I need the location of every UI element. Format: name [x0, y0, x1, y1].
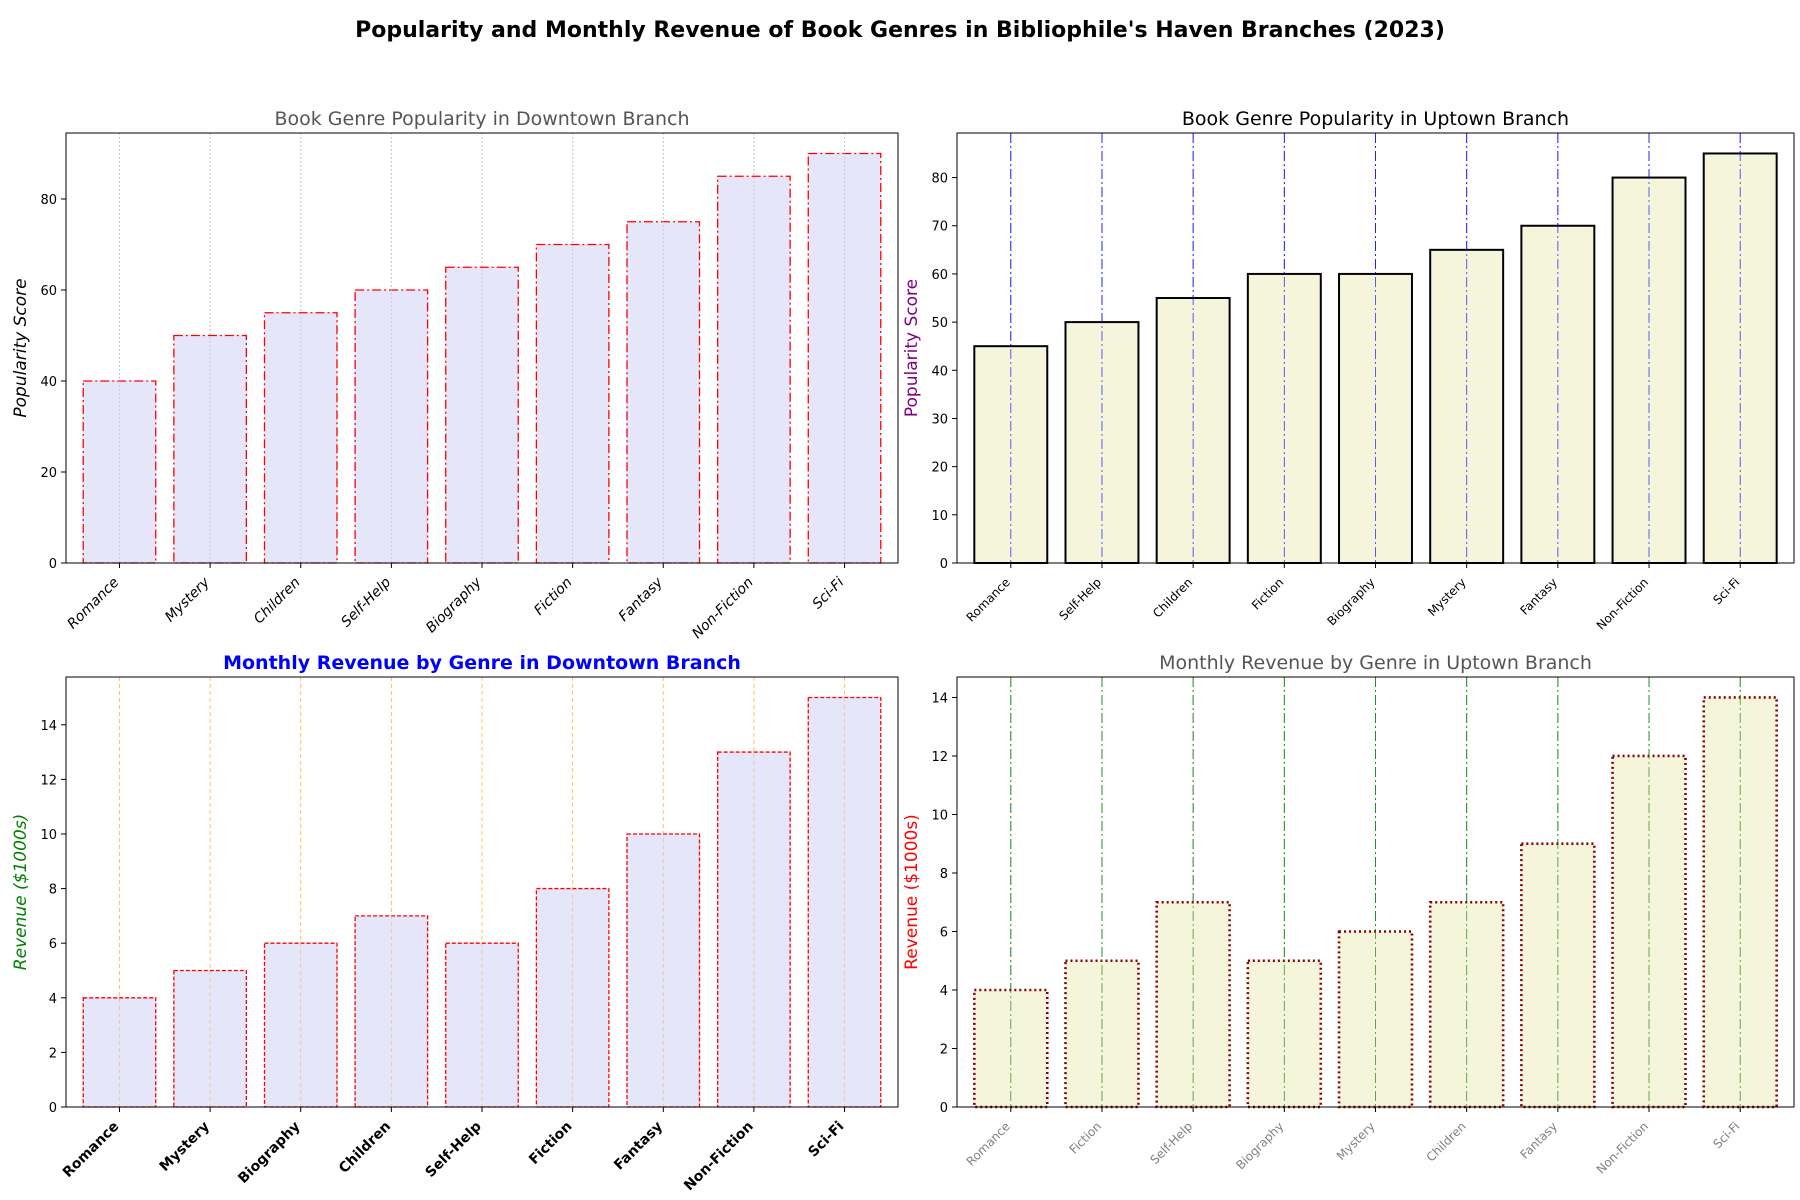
x-tick-label: Romance	[60, 1119, 122, 1181]
x-tick-label: Romance	[65, 575, 123, 633]
y-axis-label: Popularity Score	[11, 278, 31, 417]
x-tick-label: Self-Help	[1056, 575, 1104, 623]
x-tick-label: Fantasy	[1517, 1119, 1560, 1162]
x-tick-label: Fiction	[531, 575, 575, 619]
x-tick-label: Non-Fiction	[681, 1119, 757, 1195]
x-tick-label: Sci-Fi	[1710, 575, 1742, 607]
x-tick-label: Biography	[1233, 1119, 1286, 1172]
x-tick-label: Non-Fiction	[689, 575, 756, 642]
x-tick-label: Fantasy	[611, 1119, 666, 1174]
x-tick-label: Romance	[964, 1119, 1013, 1168]
bar	[973, 345, 1049, 564]
y-tick-label: 12	[40, 773, 57, 788]
y-tick-label: 20	[40, 466, 57, 481]
bar	[82, 380, 157, 564]
x-tick-label: Self-Help	[423, 1119, 485, 1181]
y-tick-label: 6	[49, 937, 57, 952]
x-tick-label: Children	[251, 575, 304, 628]
y-axis-label: Revenue ($1000s)	[902, 814, 922, 970]
y-tick-label: 2	[49, 1046, 57, 1061]
x-tick-label: Children	[1424, 1119, 1469, 1164]
y-tick-label: 0	[49, 1101, 57, 1116]
y-tick-label: 80	[931, 172, 948, 187]
bar	[354, 915, 429, 1108]
x-tick-label: Mystery	[1425, 575, 1469, 619]
y-tick-label: 80	[40, 193, 57, 208]
x-tick-label: Biography	[423, 574, 485, 636]
subplot-3: 0 2 4 6 8 10 12 14 Romance Mystery Biography Childr…	[11, 652, 899, 1195]
y-tick-label: 20	[931, 461, 948, 476]
x-tick-label: Sci-Fi	[1710, 1119, 1742, 1151]
x-tick-label: Fiction	[1067, 1119, 1104, 1156]
y-tick-label: 10	[931, 509, 948, 524]
x-tick-label: Sci-Fi	[810, 574, 848, 612]
y-tick-label: 14	[931, 691, 948, 706]
y-tick-label: 4	[940, 984, 948, 999]
x-tick-label: Fiction	[1249, 575, 1286, 612]
subplot-title: Monthly Revenue by Genre in Uptown Branc…	[1159, 652, 1592, 674]
y-tick-label: 4	[49, 992, 57, 1007]
bar	[445, 266, 519, 564]
subplot-1: 0 20 40 60 80 Romance Mystery Children Self-Help…	[11, 108, 899, 642]
y-tick-label: 8	[49, 883, 57, 898]
x-tick-label: Fiction	[526, 1119, 575, 1168]
x-tick-label: Mystery	[157, 1119, 213, 1175]
x-tick-label: Self-Help	[338, 574, 394, 630]
y-tick-label: 2	[940, 1042, 948, 1057]
x-tick-label: Non-Fiction	[1594, 575, 1651, 632]
subplot-title: Book Genre Popularity in Downtown Branch	[274, 108, 689, 130]
bar	[535, 243, 610, 564]
y-tick-label: 8	[940, 867, 948, 882]
x-tick-label: Romance	[964, 575, 1013, 624]
subplot-title: Book Genre Popularity in Uptown Branch	[1182, 108, 1569, 130]
subplot-2: 0 10 20 30 40 50 60 70 80 Romance Self-Help Childre…	[902, 108, 1795, 633]
x-tick-label: Sci-Fi	[805, 1119, 847, 1161]
x-tick-label: Children	[1150, 575, 1195, 620]
y-tick-label: 10	[931, 808, 948, 823]
subplot-4: 0 2 4 6 8 10 12 14 Romance Fiction Self-Help Biogra…	[902, 652, 1795, 1177]
y-tick-label: 0	[940, 557, 948, 572]
bar	[626, 833, 701, 1108]
y-tick-label: 50	[931, 316, 948, 331]
x-tick-label: Biography	[1324, 575, 1377, 628]
y-tick-label: 30	[931, 412, 948, 427]
y-axis-label: Popularity Score	[902, 279, 922, 417]
bar	[626, 221, 701, 564]
y-axis-label: Revenue ($1000s)	[11, 814, 31, 970]
y-tick-label: 6	[940, 925, 948, 940]
y-tick-label: 70	[931, 220, 948, 235]
x-tick-label: Children	[336, 1119, 394, 1177]
x-tick-label: Mystery	[1334, 1119, 1378, 1163]
x-tick-label: Non-Fiction	[1594, 1119, 1651, 1176]
y-tick-label: 12	[931, 750, 948, 765]
y-tick-label: 0	[49, 557, 57, 572]
y-tick-label: 10	[40, 828, 57, 843]
x-tick-label: Self-Help	[1147, 1119, 1195, 1167]
bar	[535, 887, 610, 1108]
y-tick-label: 40	[40, 375, 57, 390]
x-tick-label: Biography	[235, 1119, 303, 1187]
x-tick-label: Mystery	[162, 574, 213, 625]
y-tick-label: 0	[940, 1101, 948, 1116]
figure-title: Popularity and Monthly Revenue of Book G…	[355, 18, 1445, 43]
x-tick-label: Fantasy	[616, 574, 667, 625]
x-tick-label: Fantasy	[1517, 575, 1560, 618]
y-tick-label: 40	[931, 364, 948, 379]
subplot-title: Monthly Revenue by Genre in Downtown Bra…	[223, 652, 741, 674]
y-tick-label: 60	[931, 268, 948, 283]
y-tick-label: 60	[40, 284, 57, 299]
y-tick-label: 14	[40, 719, 57, 734]
